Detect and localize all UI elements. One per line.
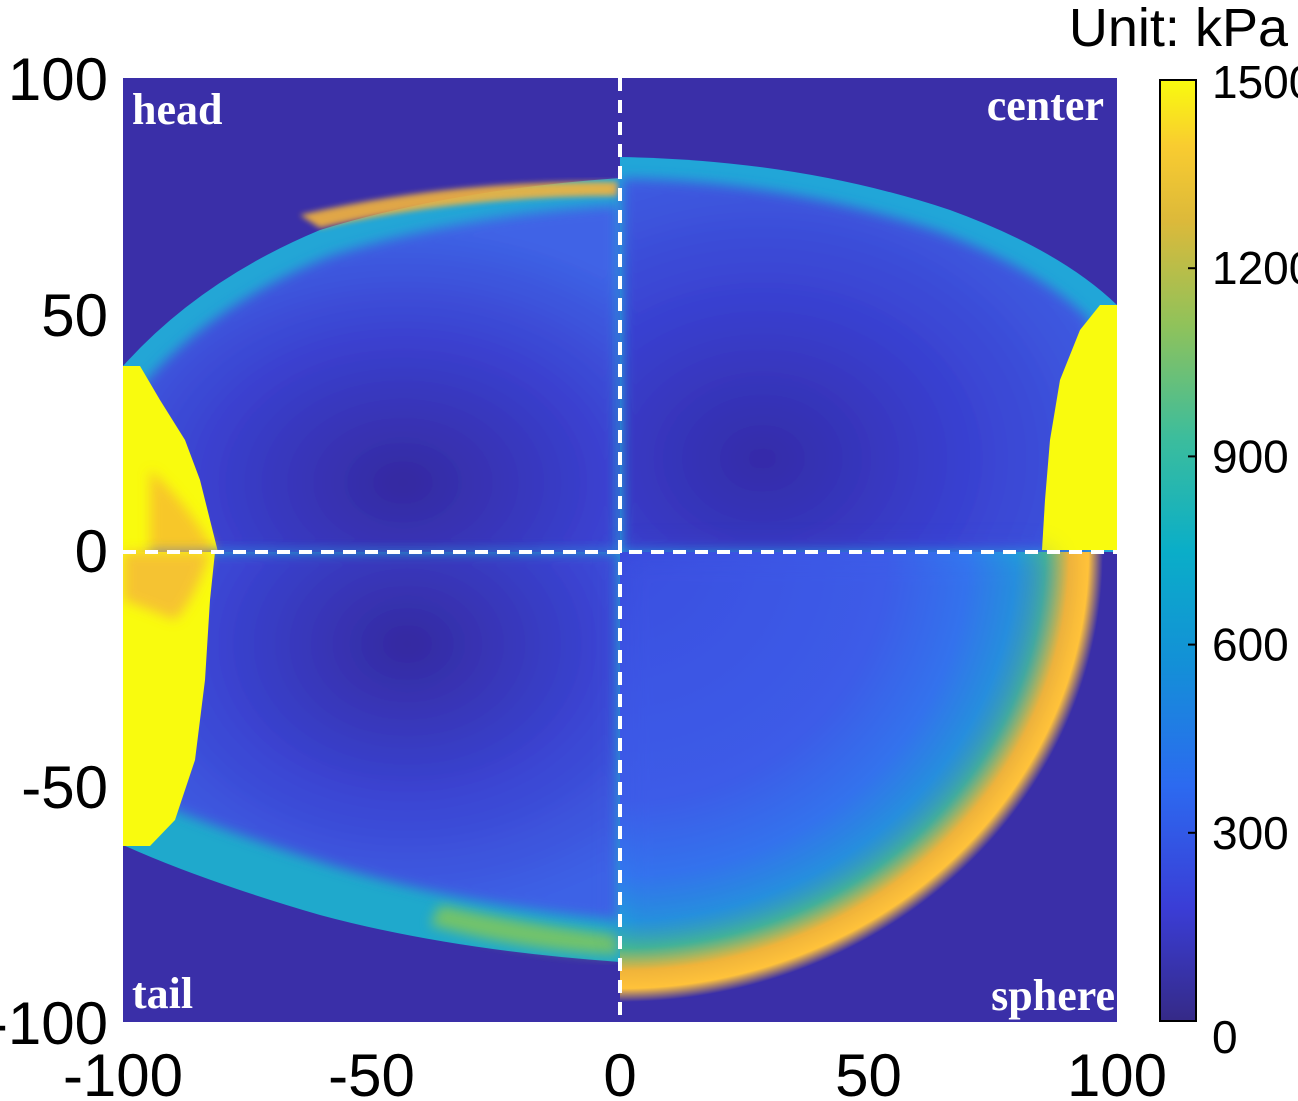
x-tick-label: -100 <box>63 1042 183 1101</box>
head-wall-orange <box>150 470 215 552</box>
tail-region-hot <box>430 905 618 955</box>
quadrant-label-tail: tail <box>132 969 193 1018</box>
tail-wall-orange <box>123 552 210 620</box>
head-region-rim-hot <box>300 181 618 228</box>
y-tick-label: -50 <box>21 754 108 821</box>
colorbar-tick-label: 1200 <box>1212 242 1298 294</box>
y-axis-ticks: 100 50 0 -50 -100 <box>0 46 108 1057</box>
quadrant-label-sphere: sphere <box>991 971 1115 1020</box>
y-tick-label: 100 <box>8 46 108 113</box>
x-tick-label: 0 <box>603 1042 636 1101</box>
colorbar-tick-label: 600 <box>1212 619 1289 671</box>
colorbar-ticks: 0 300 600 900 1200 1500 <box>1188 56 1298 1063</box>
colorbar-tick-label: 0 <box>1212 1011 1238 1063</box>
y-tick-label: 0 <box>75 518 108 585</box>
y-tick-label: -100 <box>0 990 108 1057</box>
center-region-inner <box>622 178 1090 552</box>
x-tick-label: 50 <box>835 1042 902 1101</box>
quadrant-label-head: head <box>132 85 222 134</box>
head-wall-yellow <box>123 366 218 552</box>
quadrant-label-center: center <box>987 81 1104 130</box>
colorbar-tick-label: 300 <box>1212 807 1289 859</box>
tail-region-inner <box>150 552 618 920</box>
x-tick-label: 100 <box>1067 1042 1167 1101</box>
colorbar-tick-label: 900 <box>1212 430 1289 482</box>
heatmap-field <box>123 157 1117 1002</box>
x-tick-label: -50 <box>328 1042 415 1101</box>
head-region-inner <box>140 205 618 552</box>
sphere-region-softening <box>620 552 1050 942</box>
x-axis-ticks: -100 -50 0 50 100 <box>63 1042 1167 1101</box>
colorbar <box>1159 79 1197 1022</box>
colorbar-unit-label: Unit: kPa <box>1069 0 1289 58</box>
colorbar-tick-label: 1500 <box>1212 56 1298 108</box>
y-tick-label: 50 <box>41 282 108 349</box>
center-wall-yellow <box>1042 305 1117 550</box>
tail-wall-yellow <box>123 552 215 846</box>
